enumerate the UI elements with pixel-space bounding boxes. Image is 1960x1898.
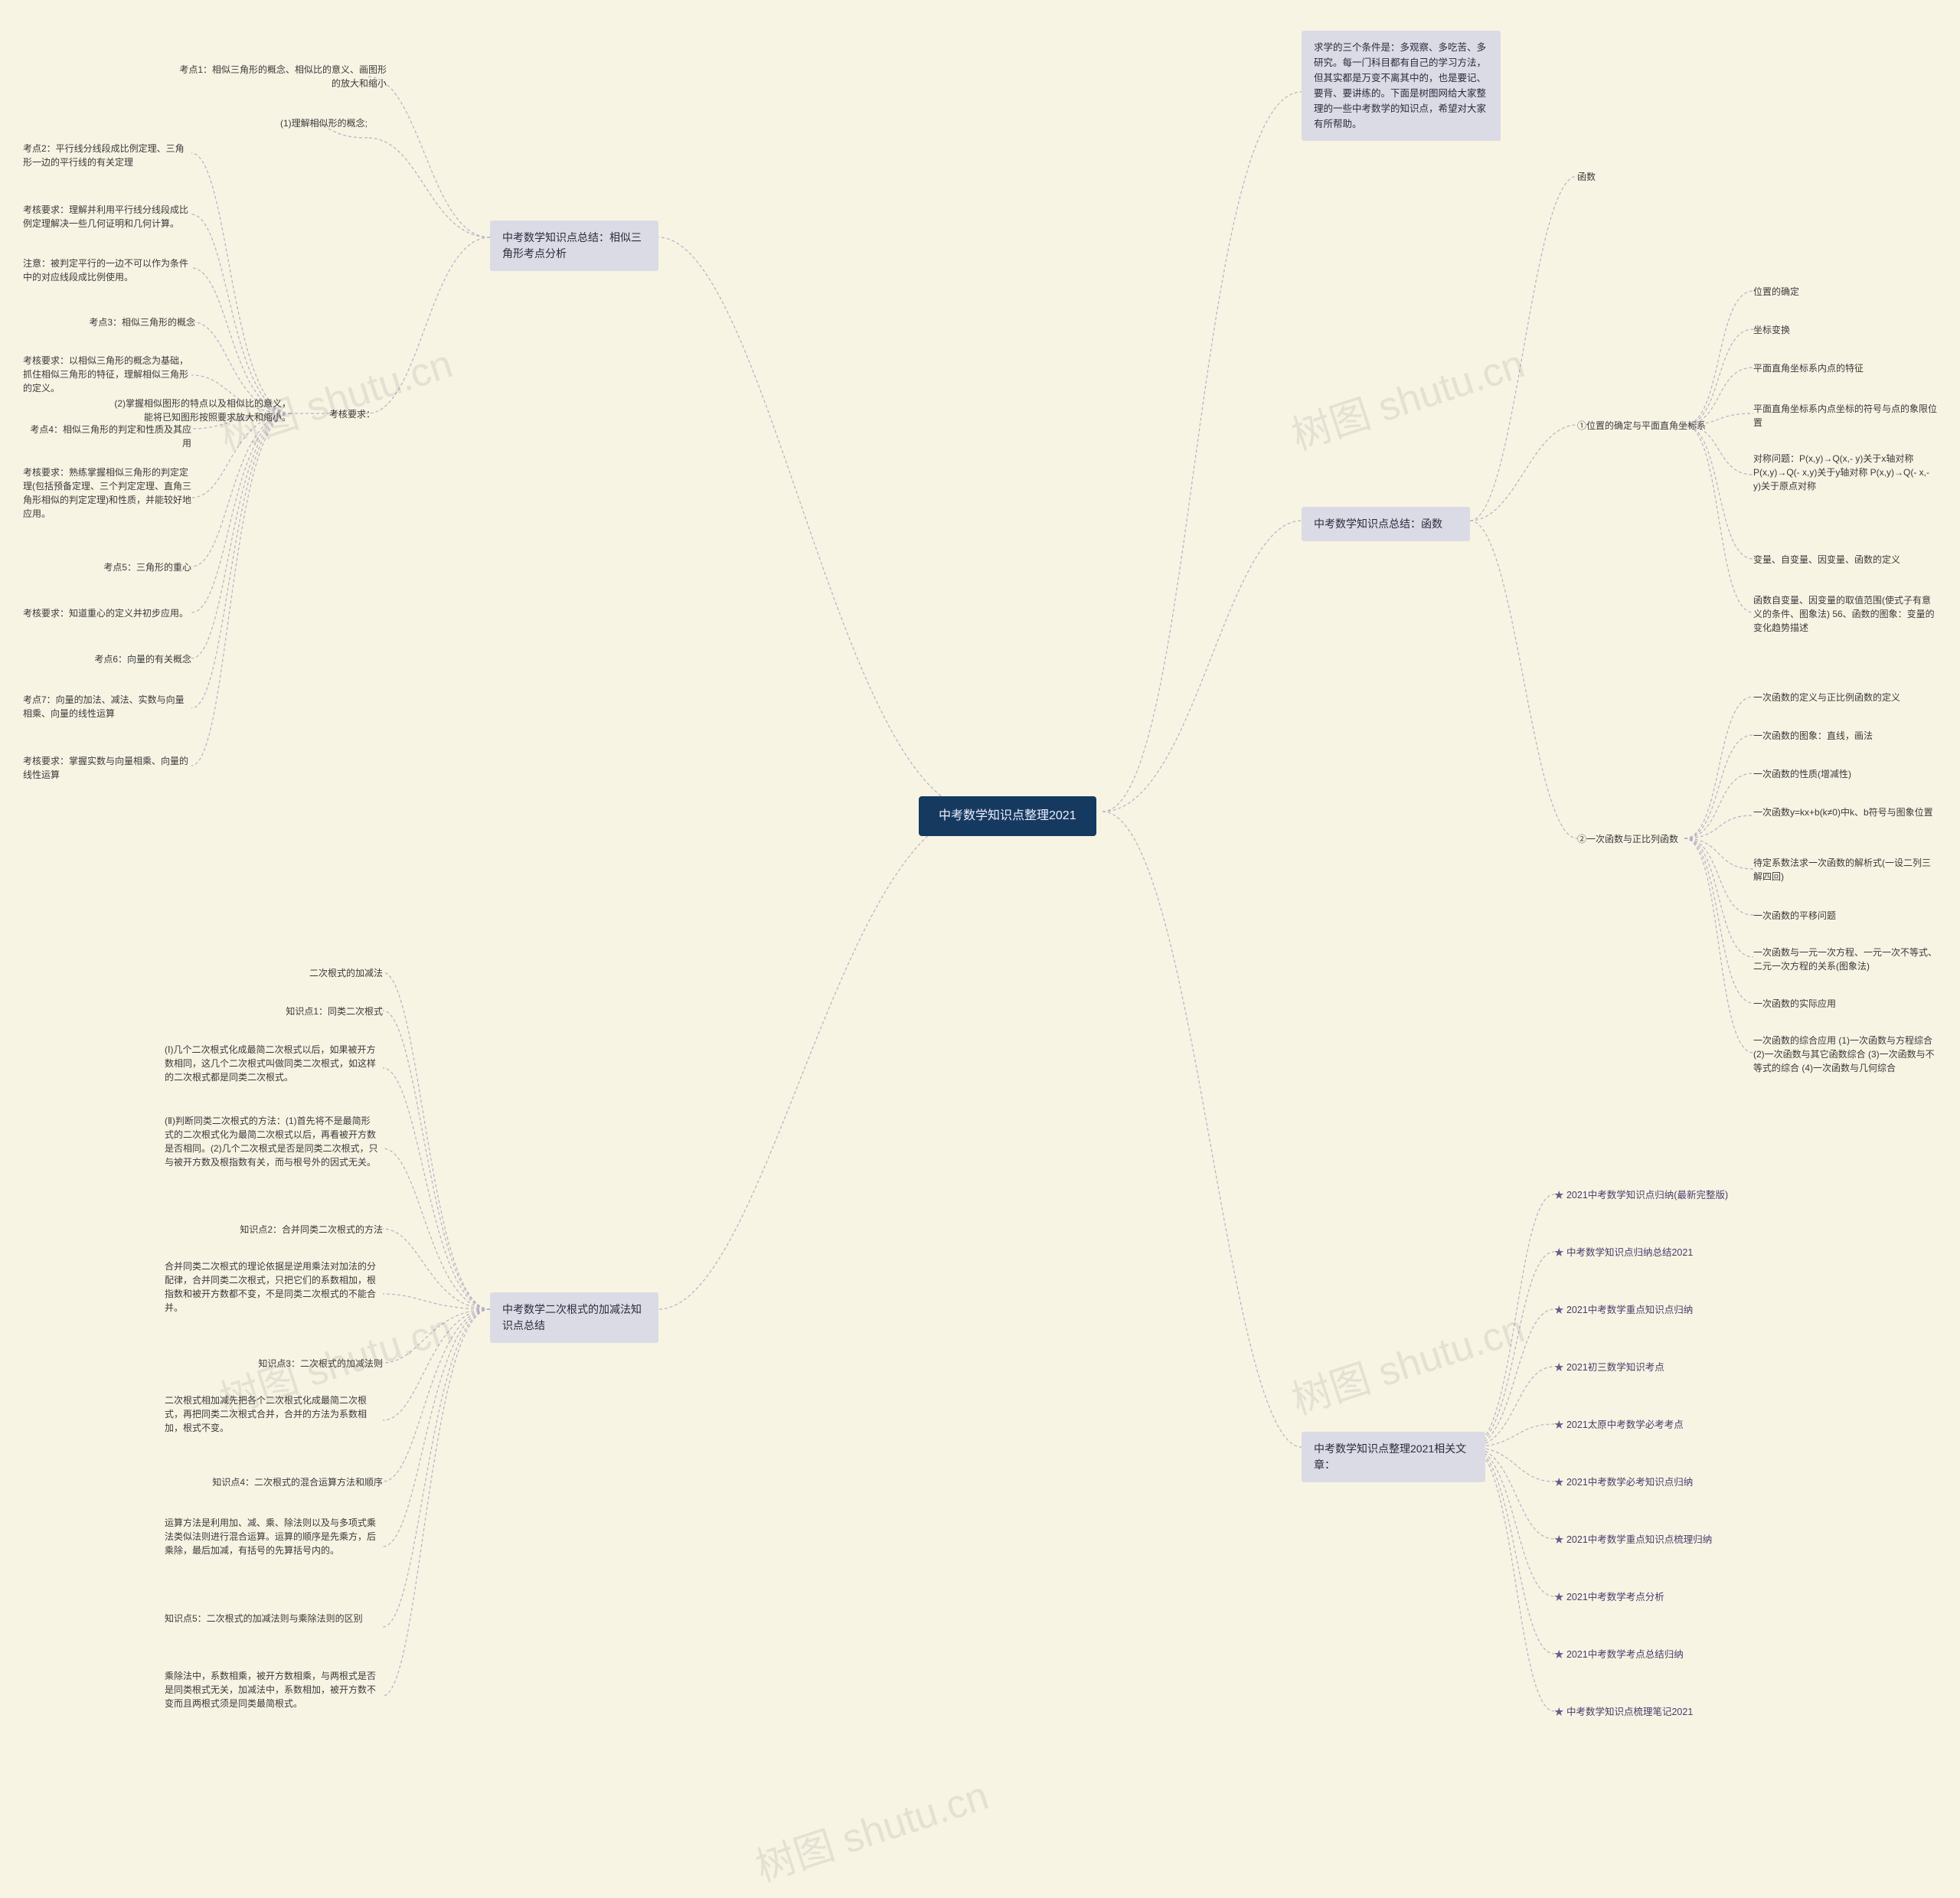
similar-left: 考点7：向量的加法、减法、实数与向量相乘、向量的线性运算 [23,693,191,720]
p2-item: 一次函数的图象：直线，画法 [1753,729,1873,743]
branch-similar[interactable]: 中考数学知识点总结：相似三角形考点分析 [490,221,658,271]
p1-item: 变量、自变量、因变量、函数的定义 [1753,553,1900,567]
related-link[interactable]: 2021太原中考数学必考考点 [1554,1418,1684,1432]
branch-related[interactable]: 中考数学知识点整理2021相关文章： [1302,1432,1485,1482]
root-node[interactable]: 中考数学知识点整理2021 [919,796,1096,836]
similar-left: 考核要求：理解并利用平行线分线段成比例定理解决一些几何证明和几何计算。 [23,203,191,230]
p1-item: 平面直角坐标系内点的特征 [1753,361,1864,375]
rad-item: 运算方法是利用加、减、乘、除法则以及与多项式乘法类似法则进行混合运算。运算的顺序… [165,1516,379,1557]
watermark: 树图 shutu.cn [747,1763,995,1893]
similar-left: 注意：被判定平行的一边不可以作为条件中的对应线段成比例使用。 [23,256,191,284]
related-link[interactable]: 2021初三数学知识考点 [1554,1361,1664,1375]
rad-item: 二次根式相加减先把各个二次根式化成最简二次根式，再把同类二次根式合并，合并的方法… [165,1393,379,1435]
p2-item: 一次函数的实际应用 [1753,997,1836,1011]
similar-req: 考核要求： [329,407,375,421]
related-link[interactable]: 2021中考数学考点分析 [1554,1590,1664,1605]
related-link[interactable]: 2021中考数学知识点归纳(最新完整版) [1554,1188,1728,1203]
similar-left: 考核要求：知道重心的定义并初步应用。 [23,606,191,620]
similar-left: 考点3：相似三角形的概念 [65,315,195,329]
rad-item: 知识点5：二次根式的加减法则与乘除法则的区别 [165,1612,379,1625]
rad-item: 知识点2：合并同类二次根式的方法 [230,1223,383,1236]
similar-left: 考点5：三角形的重心 [84,560,191,574]
rad-item: 知识点3：二次根式的加减法则 [245,1357,383,1370]
rad-item: 乘除法中，系数相乘，被开方数相乘，与两根式是否是同类根式无关，加减法中，系数相加… [165,1669,379,1710]
p1-item: 坐标变换 [1753,323,1790,337]
related-link[interactable]: 2021中考数学考点总结归纳 [1554,1648,1684,1662]
p2-item: 一次函数的综合应用 (1)一次函数与方程综合 (2)一次函数与其它函数综合 (3… [1753,1034,1937,1075]
related-link[interactable]: 2021中考数学必考知识点归纳 [1554,1475,1693,1490]
p1-item: 函数自变量、因变量的取值范围(使式子有意义的条件、图象法) 56、函数的图象：变… [1753,593,1937,635]
similar-left: 考核要求：熟练掌握相似三角形的判定定理(包括预备定理、三个判定定理、直角三角形相… [23,466,191,521]
p2-item: 一次函数的性质(增减性) [1753,767,1851,781]
similar-left: 考核要求：掌握实数与向量相乘、向量的线性运算 [23,754,191,782]
p2-item: 一次函数y=kx+b(k≠0)中k、b符号与图象位置 [1753,805,1933,819]
rad-item: 知识点4：二次根式的混合运算方法和顺序 [191,1475,383,1489]
watermark: 树图 shutu.cn [1283,332,1530,461]
functions-p1-title: ①位置的确定与平面直角坐标系 [1577,419,1706,433]
similar-left: 考点2：平行线分线段成比例定理、三角形一边的平行线的有关定理 [23,142,191,169]
rad-item: (Ⅱ)判断同类二次根式的方法：(1)首先将不是最简形式的二次根式化为最简二次根式… [165,1114,379,1169]
related-link[interactable]: 2021中考数学重点知识点梳理归纳 [1554,1533,1712,1547]
p1-item: 位置的确定 [1753,285,1799,299]
p1-item: 平面直角坐标系内点坐标的符号与点的象限位置 [1753,402,1937,430]
similar-left: 考点6：向量的有关概念 [84,652,191,666]
branch-radicals[interactable]: 中考数学二次根式的加减法知识点总结 [490,1292,658,1343]
p1-item: 对称问题：P(x,y)→Q(x,- y)关于x轴对称 P(x,y)→Q(- x,… [1753,452,1937,493]
watermark: 树图 shutu.cn [1283,1296,1530,1426]
functions-head: 函数 [1577,170,1596,184]
rad-item: 知识点1：同类二次根式 [260,1005,383,1018]
p2-item: 一次函数的平移问题 [1753,909,1836,923]
mindmap-canvas: 树图 shutu.cn 树图 shutu.cn 树图 shutu.cn 树图 s… [0,0,1960,1898]
related-link[interactable]: 中考数学知识点归纳总结2021 [1554,1246,1693,1260]
p2-item: 一次函数与一元一次方程、一元一次不等式、二元一次方程的关系(图象法) [1753,946,1937,973]
related-link[interactable]: 2021中考数学重点知识点归纳 [1554,1303,1693,1318]
rad-item: (Ⅰ)几个二次根式化成最简二次根式以后，如果被开方数相同，这几个二次根式叫做同类… [165,1043,379,1084]
branch-functions[interactable]: 中考数学知识点总结：函数 [1302,507,1470,541]
p2-item: 待定系数法求一次函数的解析式(一设二列三解四回) [1753,856,1937,884]
rad-item: 合并同类二次根式的理论依据是逆用乘法对加法的分配律，合并同类二次根式，只把它们的… [165,1259,379,1315]
similar-k1: 考点1：相似三角形的概念、相似比的意义、画图形的放大和缩小 [172,63,387,90]
functions-p2-title: ②一次函数与正比列函数 [1577,832,1678,846]
similar-left: 考点4：相似三角形的判定和性质及其应用 [23,423,191,450]
intro-box: 求学的三个条件是：多观察、多吃苦、多研究。每一门科目都有自己的学习方法，但其实都… [1302,31,1501,141]
similar-left: 考核要求：以相似三角形的概念为基础，抓住相似三角形的特征，理解相似三角形的定义。 [23,354,191,395]
p2-item: 一次函数的定义与正比例函数的定义 [1753,691,1900,704]
similar-sub-b: (2)掌握相似图形的特点以及相似比的意义，能将已知图形按照要求放大和缩小。 [107,397,291,424]
rad-item: 二次根式的加减法 [283,966,383,980]
similar-sub-a: (1)理解相似形的概念; [245,116,368,130]
related-link[interactable]: 中考数学知识点梳理笔记2021 [1554,1705,1693,1720]
